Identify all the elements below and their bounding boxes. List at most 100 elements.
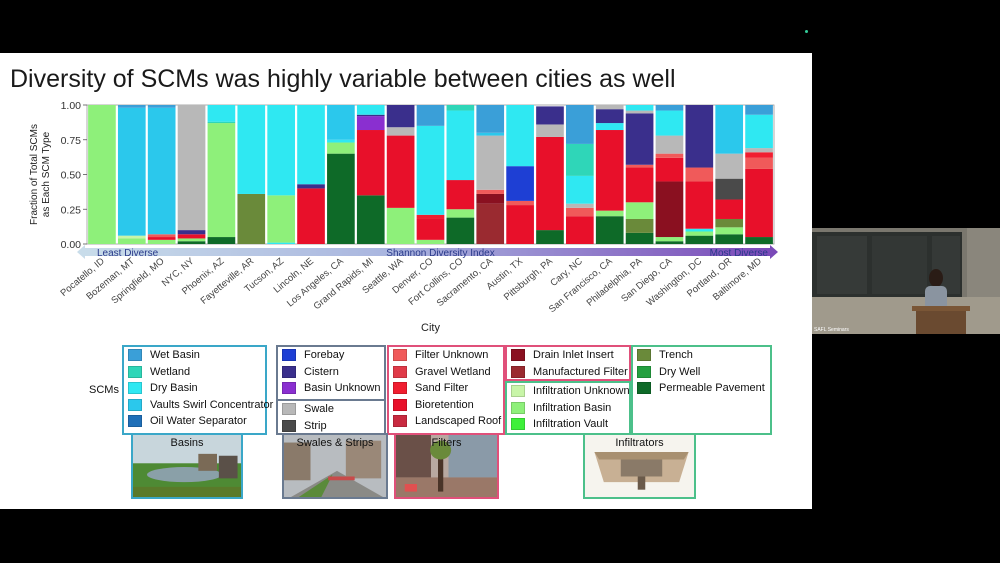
bar-segment [177, 234, 206, 239]
legend-label: Swale [304, 403, 334, 415]
legend-item: Infiltration Basin [511, 401, 611, 415]
photo-image [133, 435, 241, 497]
bar-segment [566, 175, 594, 204]
legend-swatch [282, 382, 296, 395]
legend-swatch [637, 365, 651, 378]
bar-segment [386, 207, 415, 244]
legend-label: Permeable Pavement [659, 382, 765, 395]
y-tick-label: 0.50 [61, 170, 82, 182]
legend-label: Infiltration Basin [533, 401, 612, 414]
bar-segment [745, 168, 773, 238]
bar-segment [566, 203, 594, 208]
legend-item: Infiltration Vault [511, 417, 608, 431]
photo-image [284, 435, 386, 497]
legend-swatch [128, 398, 142, 411]
y-tick-label: 0.75 [61, 135, 82, 147]
bar-segment [386, 135, 415, 208]
photo-image [585, 435, 694, 497]
bar-segment [655, 153, 684, 158]
category-photo: Swales & Strips [282, 433, 388, 499]
legend-swatch [393, 365, 407, 378]
video-caption: SAFL Seminars [814, 327, 849, 333]
legend-item: Landscaped Roof [393, 414, 501, 428]
bar-segment [147, 107, 176, 235]
bar-segment [625, 105, 654, 111]
legend-label: Wetland [150, 365, 191, 378]
stacked-bar-chart: 0.00 0.25 0.50 0.75 1.00 Least Diverse Shannon… [29, 100, 778, 334]
bar-segment [595, 109, 624, 124]
y-tick-label: 0.25 [61, 204, 82, 216]
bar-segment [745, 114, 773, 149]
y-tick-label: 0.00 [61, 239, 82, 251]
legend-swatch [128, 415, 142, 428]
legend-swatch [282, 349, 296, 362]
bar-segment [117, 107, 146, 236]
bar-segment [88, 105, 116, 244]
legend-item: Wet Basin [128, 348, 200, 362]
bar-segment [356, 116, 385, 131]
bar-segment [566, 216, 594, 244]
bar-segment [117, 105, 146, 108]
bar-segment [327, 142, 355, 154]
bar-segment [476, 203, 505, 244]
bar-segment [595, 105, 624, 110]
legend-swatch [282, 419, 296, 432]
bar-segment [177, 241, 206, 244]
bar-segment [625, 232, 654, 244]
bar-segment [237, 193, 266, 244]
legend-item: Swale [282, 402, 334, 416]
photo-caption: Swales & Strips [296, 437, 374, 449]
legend-swatch [128, 349, 142, 362]
legend-swatch [282, 365, 296, 378]
bar-segment [655, 105, 684, 111]
legend-swatch [393, 382, 407, 395]
legend-item: Forebay [282, 348, 344, 362]
bar-segment [685, 231, 714, 236]
bar-segment [207, 121, 236, 124]
slide-title: Diversity of SCMs was highly variable be… [10, 65, 676, 93]
bar-segment [327, 105, 355, 140]
legend-item: Wetland [128, 365, 190, 379]
bar-segment [177, 105, 206, 231]
legend-item: Manufactured Filter [511, 365, 628, 379]
bar-segment [356, 105, 385, 115]
bar-segment [625, 202, 654, 219]
photo-caption: Filters [431, 437, 462, 449]
bar-segment [237, 105, 266, 194]
legend-item: Permeable Pavement [637, 381, 765, 395]
legend-label: Strip [304, 419, 327, 432]
bar-segment [147, 239, 176, 244]
legend-label: Trench [659, 349, 693, 361]
bar-segment [356, 195, 385, 244]
legend-item: Gravel Wetland [393, 365, 491, 379]
bar-segment [506, 105, 534, 167]
legend-heading: SCMs [89, 384, 119, 396]
legend-item: Oil Water Separator [128, 414, 247, 428]
bar-segment [745, 152, 773, 158]
bar-segment [356, 114, 385, 117]
bar-segment [595, 130, 624, 211]
indicator-dot [805, 30, 808, 33]
bar-segment [506, 166, 534, 201]
legend-group-box [631, 345, 772, 435]
bar-segment [536, 124, 564, 137]
photo-caption: Infiltrators [615, 437, 664, 449]
legend-label: Sand Filter [415, 382, 469, 395]
bar-segment [655, 135, 684, 154]
bar-segment [207, 237, 236, 244]
legend-label: Basin Unknown [304, 382, 381, 395]
legend-label: Infiltration Vault [533, 418, 609, 431]
legend-label: Dry Basin [150, 382, 198, 395]
bar-segment [595, 216, 624, 244]
slide: Diversity of SCMs was highly variable be… [0, 53, 812, 509]
bar-segment [416, 218, 445, 240]
category-photo: Infiltrators [583, 433, 696, 499]
bar-segment [327, 139, 355, 143]
arrow-center-label: Shannon Diversity Index [386, 248, 494, 259]
x-tick-label: Springfield, MO [109, 256, 166, 307]
bar-segment [566, 143, 594, 176]
legend-label: Forebay [304, 349, 345, 361]
bar-segment [297, 188, 325, 244]
bar-segment [446, 110, 475, 181]
legend-swatch [511, 401, 525, 414]
